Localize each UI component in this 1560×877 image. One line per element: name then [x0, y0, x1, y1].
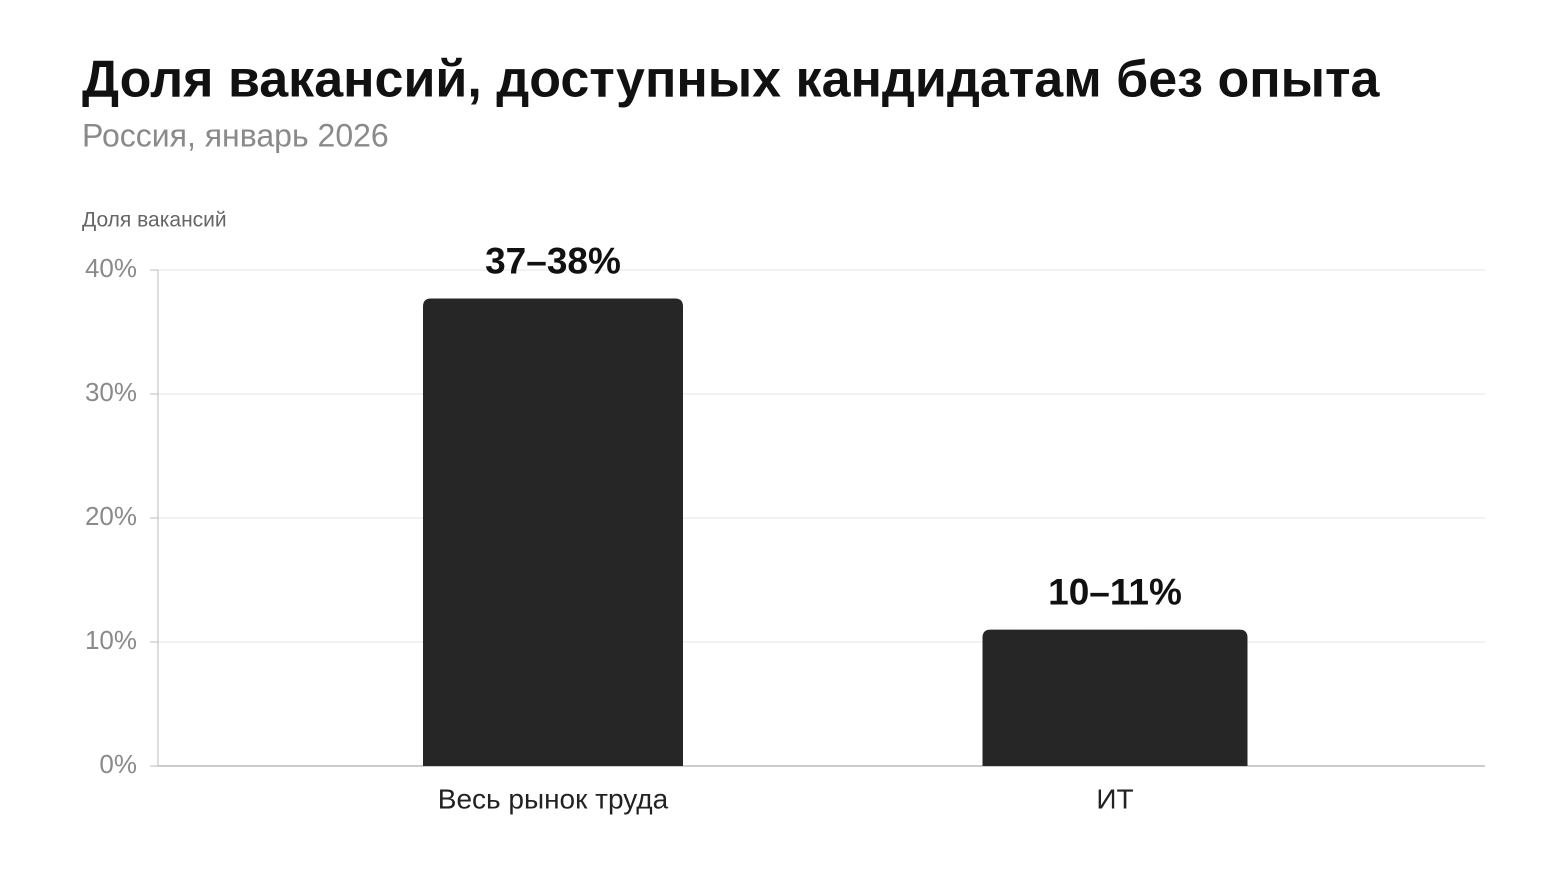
y-axis-label: Доля вакансий: [82, 209, 227, 232]
y-tick-label: 20%: [85, 501, 137, 531]
y-tick-label: 40%: [85, 253, 137, 283]
x-tick-label: Весь рынок труда: [438, 783, 669, 814]
bar: [982, 629, 1248, 766]
y-tick-label: 10%: [85, 625, 137, 655]
y-tick-label: 30%: [85, 377, 137, 407]
value-label: 37–38%: [485, 240, 621, 281]
bar: [423, 298, 683, 766]
value-label: 10–11%: [1048, 571, 1182, 612]
y-tick-label: 0%: [99, 749, 137, 779]
chart-subtitle: Россия, январь 2026: [82, 117, 389, 153]
chart-title: Доля вакансий, доступных кандидатам без …: [82, 51, 1380, 109]
x-tick-label: ИТ: [1096, 783, 1133, 814]
